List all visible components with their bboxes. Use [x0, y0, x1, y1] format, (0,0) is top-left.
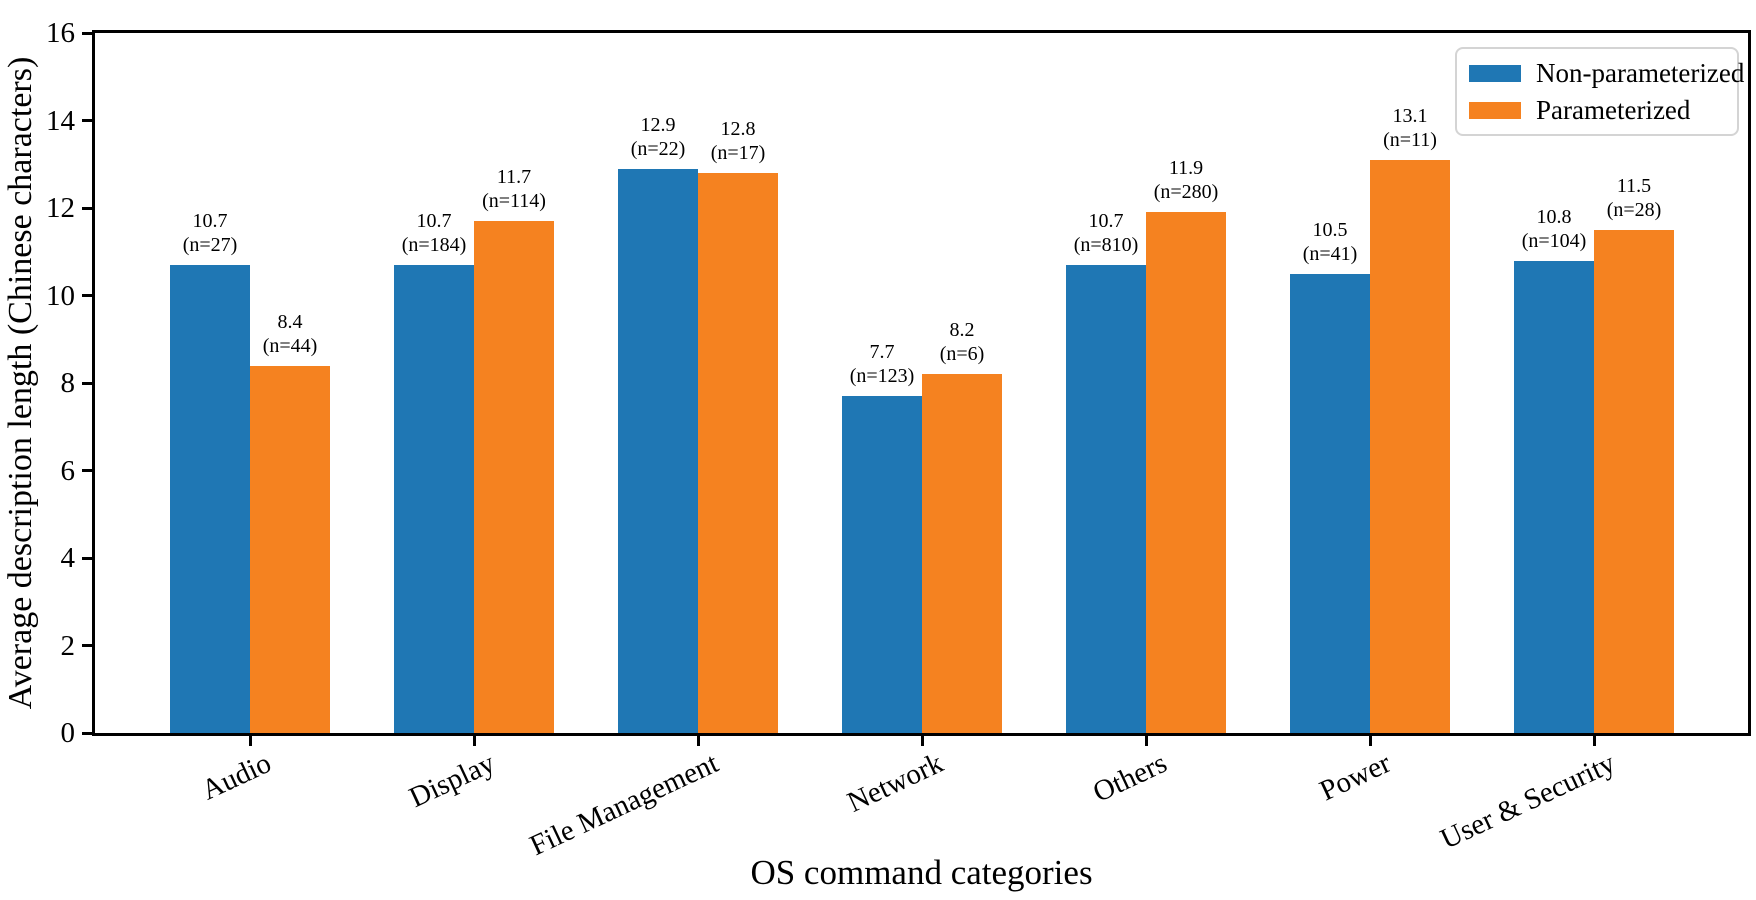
bar-parameterized-file-management	[698, 173, 778, 733]
bar-value-label-parameterized-audio: 8.4 (n=44)	[215, 310, 365, 358]
x-tick-network	[920, 736, 924, 746]
bar-value: 12.9	[640, 113, 676, 136]
bar-value-label-parameterized-network: 8.2 (n=6)	[887, 318, 1037, 366]
legend-swatch-parameterized	[1469, 101, 1521, 119]
bar-count: (n=44)	[262, 334, 318, 357]
bar-non-parameterized-network	[842, 396, 922, 733]
bar-parameterized-display	[474, 221, 554, 733]
bar-count: (n=28)	[1606, 198, 1662, 221]
bar-count: (n=22)	[630, 137, 686, 160]
y-tick-12	[82, 206, 92, 210]
y-tick-label-6: 6	[60, 454, 76, 487]
y-tick-label-4: 4	[60, 542, 76, 574]
bar-parameterized-others	[1146, 212, 1226, 733]
y-tick-label-8: 8	[60, 367, 76, 399]
bar-count: (n=11)	[1383, 128, 1437, 151]
bar-count: (n=27)	[182, 233, 238, 256]
bar-count: (n=17)	[710, 142, 766, 164]
bar-count: (n=41)	[1302, 242, 1358, 265]
bar-value: 7.7	[869, 341, 895, 364]
legend-item-parameterized: Parameterized	[1469, 95, 1723, 125]
bar-non-parameterized-power	[1290, 273, 1370, 733]
y-tick-8	[82, 381, 92, 385]
y-tick-16	[82, 31, 92, 35]
y-tick-6	[82, 469, 92, 472]
x-tick-label-file-management: File Management	[525, 747, 724, 863]
bar-count: (n=104)	[1521, 229, 1587, 252]
bar-parameterized-user-security	[1594, 229, 1674, 733]
bar-value-label-parameterized-file-management: 12.8 (n=17)	[663, 117, 813, 165]
bar-non-parameterized-display	[394, 264, 474, 733]
bar-value-label-non-parameterized-others: 10.7 (n=810)	[1031, 209, 1181, 257]
plot-area: 0 2 4 6 8 10 12 14 16 Audio Display File Management…	[46, 17, 1751, 862]
bar-value: 10.5	[1312, 218, 1348, 241]
y-tick-0	[82, 731, 92, 735]
x-tick-label-others: Others	[1087, 747, 1172, 809]
bar-value: 10.7	[1088, 209, 1124, 232]
x-tick-user-security	[1592, 736, 1596, 746]
bar-value-label-non-parameterized-user-security: 10.8 (n=104)	[1479, 205, 1629, 253]
x-tick-label-display: Display	[404, 747, 500, 815]
x-tick-display	[472, 736, 476, 746]
bar-value: 10.7	[192, 209, 228, 232]
bar-count: (n=810)	[1073, 233, 1139, 256]
bar-count: (n=184)	[401, 233, 467, 256]
x-tick-label-user-security: User & Security	[1435, 747, 1620, 856]
bar-value: 11.5	[1616, 174, 1652, 197]
bar-value-label-parameterized-power: 13.1 (n=11)	[1335, 104, 1485, 152]
y-tick-label-0: 0	[60, 717, 76, 749]
bar-value: 12.8	[720, 118, 756, 140]
legend-label-parameterized: Parameterized	[1536, 95, 1691, 125]
bar-value-label-non-parameterized-display: 10.7 (n=184)	[359, 209, 509, 257]
y-tick-14	[82, 119, 92, 122]
y-tick-label-2: 2	[60, 629, 76, 662]
bar-value: 13.1	[1392, 104, 1428, 127]
bar-non-parameterized-audio	[170, 264, 250, 733]
x-tick-label-power: Power	[1314, 747, 1396, 808]
y-tick-4	[82, 556, 92, 560]
bar-value-label-parameterized-others: 11.9 (n=280)	[1111, 156, 1261, 204]
bar-count: (n=114)	[482, 190, 546, 213]
bar-value-label-non-parameterized-file-management: 12.9 (n=22)	[583, 113, 733, 161]
x-axis-title: OS command categories	[750, 853, 1093, 892]
bar-value: 10.7	[416, 209, 452, 232]
legend-item-non-parameterized: Non-parameterized	[1469, 58, 1744, 88]
y-tick-label-12: 12	[46, 192, 75, 224]
bar-count: (n=6)	[939, 343, 985, 366]
bar-parameterized-power	[1370, 159, 1450, 733]
y-tick-label-10: 10	[46, 279, 75, 312]
legend-label-non-parameterized: Non-parameterized	[1536, 58, 1745, 88]
y-tick-label-14: 14	[46, 104, 75, 137]
y-tick-2	[82, 644, 92, 647]
bar-parameterized-network	[922, 374, 1002, 733]
bar-parameterized-audio	[250, 365, 330, 733]
y-tick-label-16: 16	[46, 17, 75, 49]
bar-value: 10.8	[1536, 205, 1572, 228]
x-tick-others	[1144, 736, 1148, 746]
bar-value: 8.4	[277, 310, 303, 333]
x-tick-file-management	[696, 736, 700, 746]
x-tick-label-audio: Audio	[196, 747, 276, 807]
bar-value-label-non-parameterized-audio: 10.7 (n=27)	[135, 209, 285, 257]
bar-count: (n=280)	[1153, 181, 1219, 204]
bar-value-label-non-parameterized-network: 7.7 (n=123)	[807, 340, 957, 388]
bar-value: 11.7	[496, 166, 532, 189]
bar-value-label-parameterized-user-security: 11.5 (n=28)	[1559, 174, 1709, 222]
legend-swatch-non-parameterized	[1469, 64, 1521, 82]
x-tick-label-network: Network	[842, 747, 948, 819]
legend: Non-parameterized Parameterized	[1455, 47, 1744, 136]
bar-non-parameterized-user-security	[1514, 260, 1594, 733]
bar-value-label-parameterized-display: 11.7 (n=114)	[439, 165, 589, 213]
bar-value-label-non-parameterized-power: 10.5 (n=41)	[1255, 218, 1405, 266]
bar-non-parameterized-file-management	[618, 168, 698, 733]
bar-value: 8.2	[949, 319, 975, 342]
bar-count: (n=123)	[849, 365, 915, 388]
x-tick-audio	[248, 736, 252, 746]
x-tick-power	[1368, 736, 1372, 746]
y-tick-10	[82, 294, 92, 297]
bar-value: 11.9	[1168, 157, 1204, 180]
bar-non-parameterized-others	[1066, 264, 1146, 733]
